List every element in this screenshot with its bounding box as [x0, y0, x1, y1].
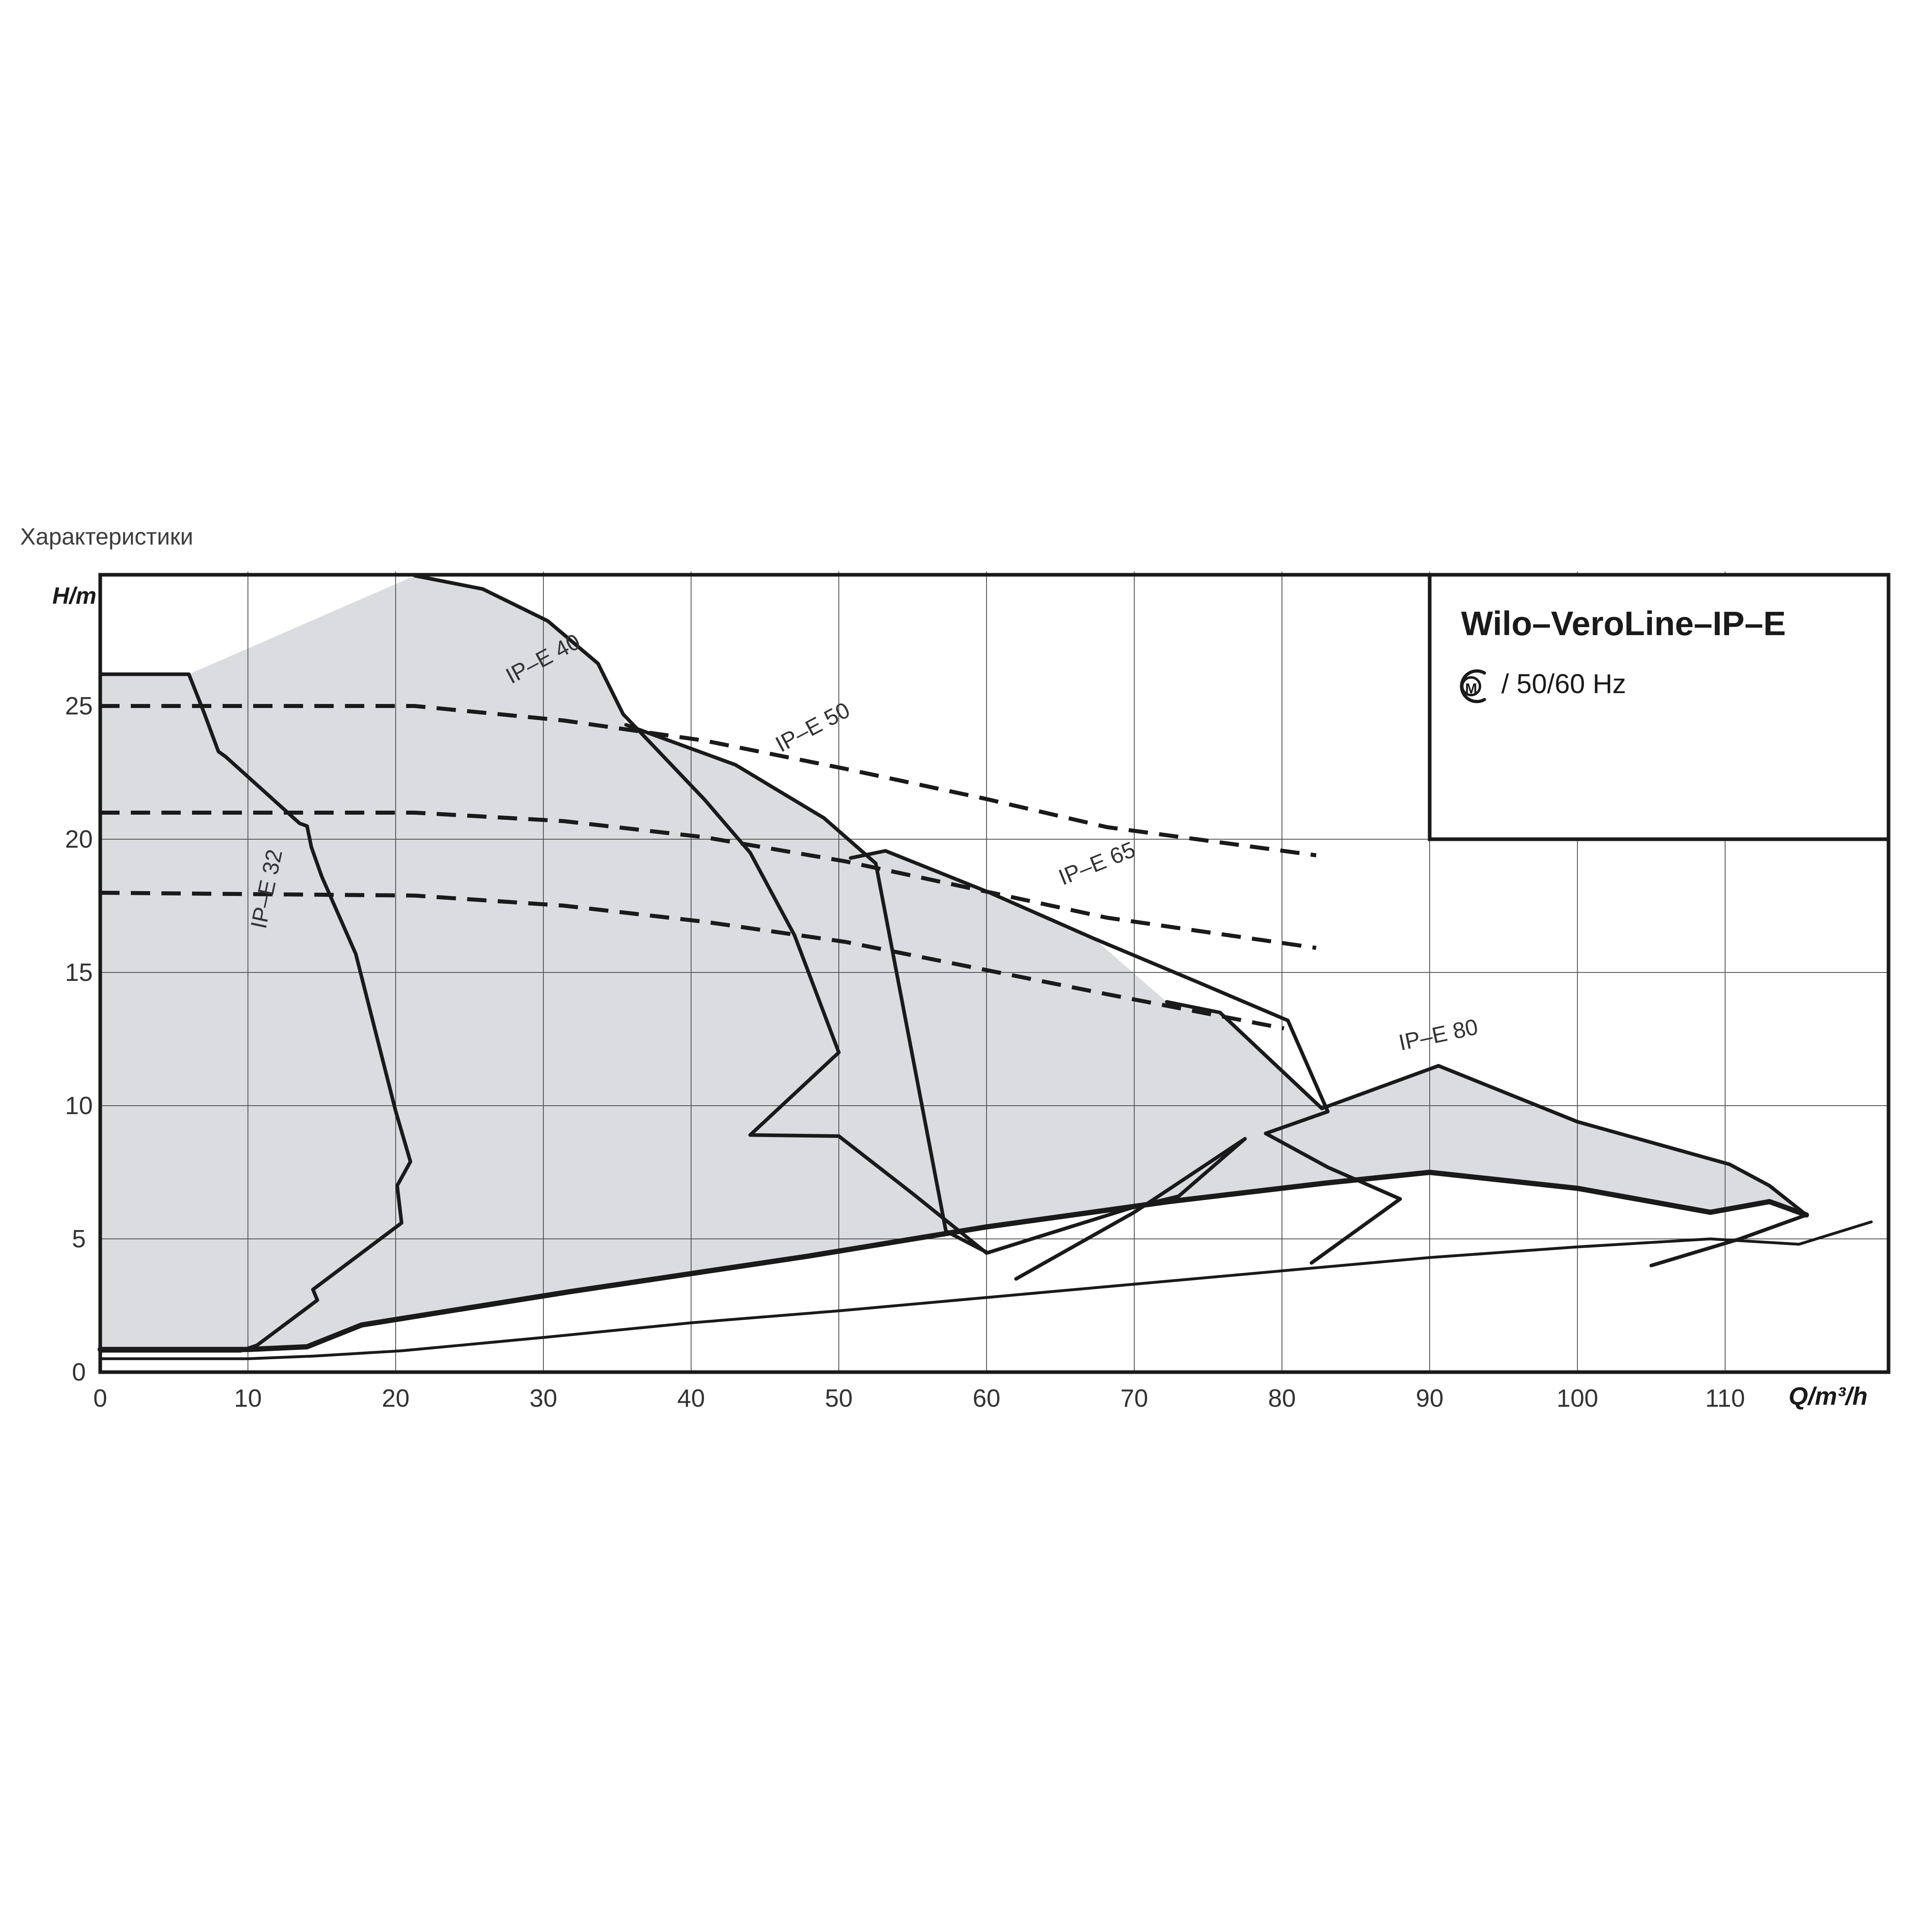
- svg-text:Q/m³/h: Q/m³/h: [1789, 1383, 1868, 1410]
- svg-text:50: 50: [825, 1385, 853, 1412]
- svg-text:10: 10: [234, 1385, 262, 1412]
- svg-text:IP–E 50: IP–E 50: [771, 697, 854, 757]
- svg-text:25: 25: [65, 692, 93, 720]
- svg-text:80: 80: [1268, 1385, 1296, 1412]
- svg-text:10: 10: [65, 1092, 93, 1120]
- svg-text:15: 15: [65, 959, 93, 987]
- svg-text:100: 100: [1556, 1385, 1598, 1412]
- svg-text:IP–E 65: IP–E 65: [1055, 836, 1139, 890]
- svg-text:/ 50/60 Hz: / 50/60 Hz: [1501, 669, 1626, 699]
- svg-text:70: 70: [1121, 1385, 1148, 1412]
- svg-text:40: 40: [677, 1385, 705, 1412]
- svg-text:30: 30: [530, 1385, 557, 1412]
- svg-text:H/m: H/m: [52, 583, 97, 609]
- svg-text:110: 110: [1705, 1385, 1745, 1412]
- svg-text:0: 0: [72, 1358, 86, 1386]
- svg-text:M: M: [1465, 680, 1477, 697]
- svg-text:Wilo–VeroLine–IP–E: Wilo–VeroLine–IP–E: [1461, 605, 1786, 642]
- svg-text:0: 0: [93, 1385, 107, 1412]
- svg-text:5: 5: [72, 1225, 86, 1253]
- svg-text:IP–E 80: IP–E 80: [1396, 1014, 1480, 1055]
- svg-text:90: 90: [1416, 1385, 1444, 1412]
- svg-text:20: 20: [382, 1385, 410, 1412]
- svg-text:20: 20: [65, 826, 93, 853]
- svg-text:60: 60: [973, 1385, 1001, 1412]
